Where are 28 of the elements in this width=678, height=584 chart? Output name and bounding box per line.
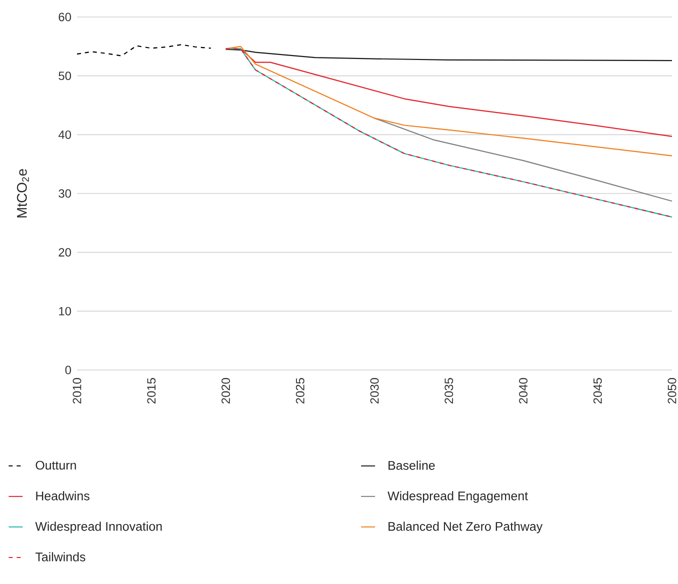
x-tick-label: 2010	[72, 378, 82, 404]
line-series	[225, 48, 673, 62]
line-series	[225, 48, 673, 218]
x-tick-label: 2050	[668, 378, 676, 404]
x-tick-label: 2015	[147, 378, 156, 404]
y-tick-label: 10	[59, 306, 72, 316]
legend-label: Headwins	[36, 491, 90, 500]
x-tick-label: 2045	[593, 378, 602, 404]
legend-label: Outturn	[36, 460, 76, 470]
y-tick-label: 20	[58, 248, 72, 257]
y-tick-label: 30	[58, 189, 72, 198]
y-tick-label: 40	[58, 130, 72, 139]
legend-label: Balanced Net Zero Pathway	[388, 522, 543, 534]
y-tick-label: 0	[65, 366, 72, 374]
x-tick-label: 2025	[296, 378, 304, 404]
y-tick-label: 50	[58, 72, 72, 80]
x-tick-label: 2040	[519, 378, 528, 404]
y-tick-label: 60	[58, 12, 72, 22]
line-series	[374, 118, 673, 202]
legend-label: Widespread Engagement	[388, 491, 528, 503]
x-tick-label: 2035	[444, 378, 454, 404]
y-axis-title: MtCO$_{2}$e	[16, 169, 29, 218]
line-series	[76, 44, 212, 56]
x-tick-label: 2030	[370, 378, 379, 404]
legend-label: Widespread Innovation	[35, 522, 162, 534]
legend-label: Tailwinds	[35, 552, 86, 562]
x-tick-label: 2020	[222, 378, 230, 404]
legend-label: Baseline	[388, 460, 435, 470]
